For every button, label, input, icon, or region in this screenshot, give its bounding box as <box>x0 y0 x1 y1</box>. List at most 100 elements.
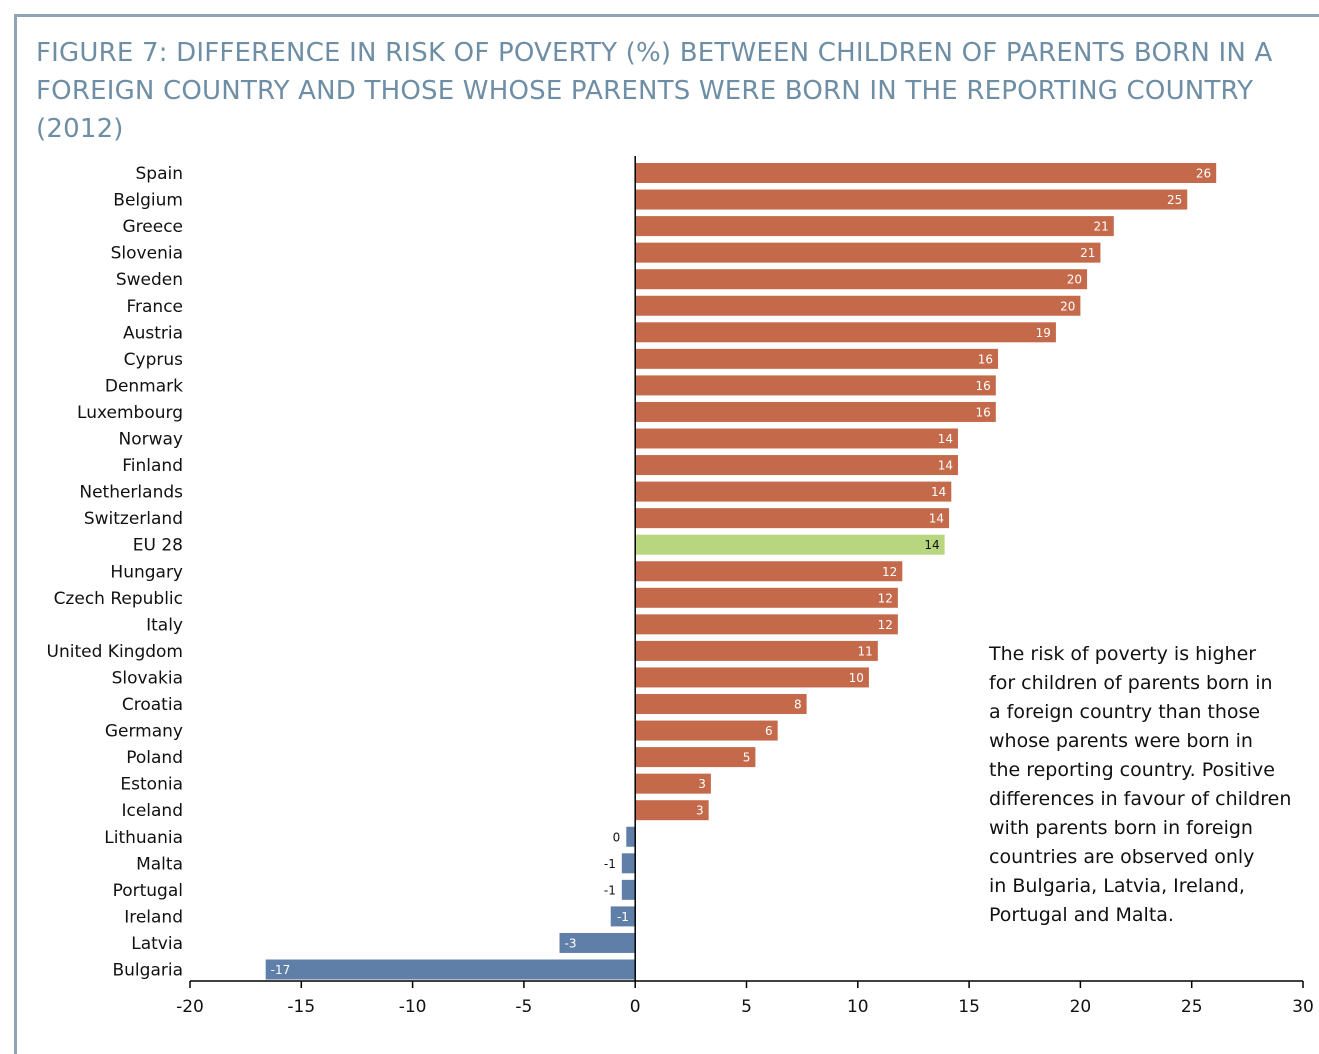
category-label: Slovakia <box>112 668 183 688</box>
bar-ireland <box>610 906 636 927</box>
value-label: -1 <box>604 883 616 897</box>
category-labels: Spain Belgium Greece Slovenia Sweden France Au… <box>47 164 184 981</box>
category-label: Malta <box>136 854 183 874</box>
value-label: 12 <box>878 591 893 605</box>
value-label: 16 <box>976 379 991 393</box>
bar-bulgaria <box>265 959 636 980</box>
bar-slovenia <box>635 242 1101 263</box>
bar-switzerland <box>635 508 950 529</box>
category-label: Luxembourg <box>77 403 183 423</box>
value-label: 14 <box>938 459 953 473</box>
x-tick-label: 15 <box>958 997 980 1017</box>
category-label: Hungary <box>110 562 183 582</box>
bar-spain <box>635 163 1217 183</box>
bar-malta <box>621 853 636 874</box>
value-label: 14 <box>931 485 946 499</box>
category-label: Finland <box>122 456 183 476</box>
value-label: -3 <box>565 936 577 950</box>
value-label: 12 <box>878 618 893 632</box>
category-label: Poland <box>126 748 183 768</box>
value-label: 0 <box>613 830 621 844</box>
bar-france <box>635 295 1081 316</box>
x-tick-label: -5 <box>515 997 532 1017</box>
bar-austria <box>635 322 1056 343</box>
category-label: Greece <box>122 217 183 237</box>
value-label: 3 <box>698 777 706 791</box>
value-label: 11 <box>858 644 873 658</box>
annotation-text: The risk of poverty is higher for childr… <box>989 643 1292 926</box>
value-label: 16 <box>978 352 993 366</box>
bar-latvia <box>559 932 636 953</box>
bar-czech-republic <box>635 587 898 608</box>
category-label: Belgium <box>113 191 183 211</box>
bar-germany <box>635 720 778 741</box>
x-tick-label: -20 <box>176 997 204 1017</box>
value-label: 21 <box>1094 220 1109 234</box>
category-label: Latvia <box>131 934 183 954</box>
bar-eu-28 <box>635 534 945 555</box>
category-label: Cyprus <box>124 350 183 370</box>
bar-finland <box>635 455 958 476</box>
bar-lithuania <box>626 826 636 847</box>
chart-title: FIGURE 7: DIFFERENCE IN RISK OF POVERTY … <box>36 38 1273 144</box>
bar-estonia <box>635 773 711 794</box>
category-label: Portugal <box>113 881 183 901</box>
category-label: Norway <box>119 430 184 450</box>
bar-netherlands <box>635 481 952 502</box>
x-tick-label: 10 <box>847 997 869 1017</box>
value-label: 20 <box>1067 273 1082 287</box>
value-label: 14 <box>929 512 944 526</box>
bar-united-kingdom <box>635 640 878 661</box>
category-label: Croatia <box>122 695 183 715</box>
category-label: Slovenia <box>111 244 183 264</box>
bar-iceland <box>635 800 709 821</box>
value-label: 10 <box>849 671 864 685</box>
category-label: Sweden <box>116 270 183 290</box>
bar-norway <box>635 428 958 449</box>
value-label: 5 <box>743 751 751 765</box>
value-label: 3 <box>696 804 704 818</box>
category-label: United Kingdom <box>47 642 183 662</box>
x-tick-label: 25 <box>1181 997 1203 1017</box>
category-label: Netherlands <box>79 483 183 503</box>
value-label: 16 <box>976 405 991 419</box>
x-tick-label: 20 <box>1070 997 1092 1017</box>
value-label: 26 <box>1196 167 1211 181</box>
value-label: 14 <box>924 538 939 552</box>
category-label: Austria <box>123 323 183 343</box>
bar-portugal <box>621 879 636 900</box>
x-tick-label: -10 <box>399 997 427 1017</box>
value-label: 14 <box>938 432 953 446</box>
figure-frame <box>14 14 1319 1054</box>
value-label: -1 <box>604 857 616 871</box>
bar-hungary <box>635 561 903 582</box>
value-label: -17 <box>271 963 291 977</box>
bar-chart: Spain Belgium Greece Slovenia Sweden France Au… <box>47 156 1314 1017</box>
bar-slovakia <box>635 667 869 688</box>
category-label: Iceland <box>121 801 183 821</box>
category-label: France <box>126 297 183 317</box>
bar-italy <box>635 614 898 635</box>
category-label: EU 28 <box>133 536 183 556</box>
bar-belgium <box>635 189 1188 210</box>
x-tick-label: 5 <box>741 997 752 1017</box>
category-label: Bulgaria <box>113 961 184 981</box>
value-label: 8 <box>794 698 802 712</box>
category-label: Switzerland <box>84 509 183 529</box>
value-label: -1 <box>617 910 629 924</box>
category-label: Lithuania <box>104 828 183 848</box>
x-tick-label: -15 <box>287 997 315 1017</box>
bar-croatia <box>635 694 807 714</box>
value-labels: 26 25 21 21 20 20 19 16 16 16 14 14 14 14 14 12 12 12 11 10… <box>271 167 1212 978</box>
category-label: Italy <box>146 615 183 635</box>
bar-cyprus <box>635 348 999 369</box>
bar-poland <box>635 747 756 768</box>
category-label: Czech Republic <box>54 589 183 609</box>
category-label: Germany <box>105 722 183 742</box>
bar-greece <box>635 216 1114 237</box>
category-label: Spain <box>136 164 184 184</box>
value-label: 25 <box>1167 193 1182 207</box>
category-label: Denmark <box>105 376 183 396</box>
bar-denmark <box>635 375 996 396</box>
x-tick-label: 0 <box>630 997 641 1017</box>
